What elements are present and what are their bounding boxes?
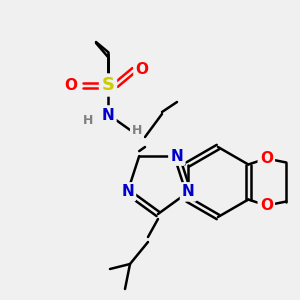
Text: H: H: [83, 113, 93, 127]
Text: N: N: [182, 184, 195, 200]
Text: N: N: [102, 107, 114, 122]
Text: O: O: [136, 62, 148, 77]
Text: N: N: [121, 184, 134, 200]
Text: O: O: [64, 77, 77, 92]
Text: H: H: [132, 124, 142, 136]
Text: O: O: [260, 198, 273, 213]
Text: N: N: [170, 148, 183, 164]
Text: O: O: [260, 151, 273, 166]
Text: S: S: [101, 76, 115, 94]
